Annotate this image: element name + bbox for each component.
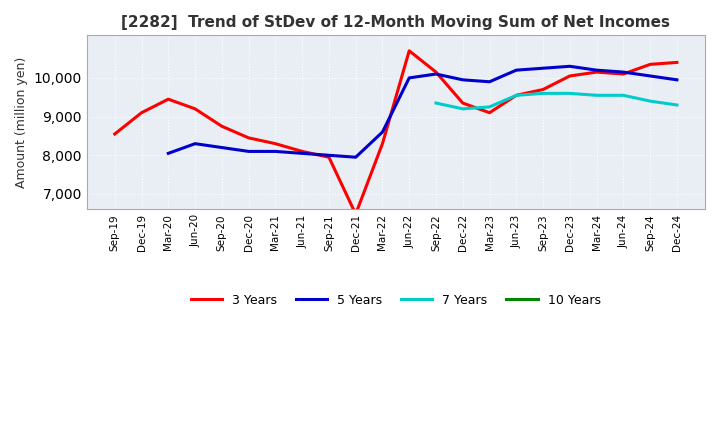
3 Years — [565, 73, 574, 79]
7 Years — [539, 91, 547, 96]
3 Years — [244, 135, 253, 140]
3 Years — [298, 149, 307, 154]
Line: 3 Years: 3 Years — [114, 51, 677, 214]
5 Years — [593, 67, 601, 73]
3 Years — [110, 132, 119, 137]
5 Years — [351, 154, 360, 160]
3 Years — [164, 96, 173, 102]
3 Years — [325, 154, 333, 160]
3 Years — [539, 87, 547, 92]
5 Years — [512, 67, 521, 73]
5 Years — [432, 71, 441, 77]
7 Years — [619, 93, 628, 98]
7 Years — [512, 93, 521, 98]
7 Years — [593, 93, 601, 98]
3 Years — [485, 110, 494, 115]
Y-axis label: Amount (million yen): Amount (million yen) — [15, 57, 28, 188]
Line: 7 Years: 7 Years — [436, 93, 677, 109]
Line: 5 Years: 5 Years — [168, 66, 677, 157]
5 Years — [646, 73, 654, 79]
Title: [2282]  Trend of StDev of 12-Month Moving Sum of Net Incomes: [2282] Trend of StDev of 12-Month Moving… — [122, 15, 670, 30]
5 Years — [459, 77, 467, 82]
3 Years — [593, 70, 601, 75]
3 Years — [191, 106, 199, 111]
3 Years — [351, 212, 360, 217]
5 Years — [164, 151, 173, 156]
5 Years — [619, 70, 628, 75]
5 Years — [191, 141, 199, 147]
7 Years — [646, 99, 654, 104]
5 Years — [217, 145, 226, 150]
Legend: 3 Years, 5 Years, 7 Years, 10 Years: 3 Years, 5 Years, 7 Years, 10 Years — [186, 289, 606, 312]
5 Years — [485, 79, 494, 84]
5 Years — [565, 64, 574, 69]
7 Years — [432, 100, 441, 106]
5 Years — [405, 75, 413, 81]
7 Years — [459, 106, 467, 111]
3 Years — [138, 110, 146, 115]
3 Years — [619, 71, 628, 77]
3 Years — [672, 60, 681, 65]
5 Years — [378, 129, 387, 135]
5 Years — [672, 77, 681, 82]
5 Years — [271, 149, 279, 154]
3 Years — [378, 141, 387, 147]
3 Years — [512, 93, 521, 98]
3 Years — [405, 48, 413, 53]
7 Years — [485, 104, 494, 110]
7 Years — [672, 103, 681, 108]
3 Years — [217, 124, 226, 129]
3 Years — [459, 100, 467, 106]
5 Years — [325, 153, 333, 158]
3 Years — [646, 62, 654, 67]
5 Years — [298, 151, 307, 156]
3 Years — [271, 141, 279, 147]
5 Years — [244, 149, 253, 154]
5 Years — [539, 66, 547, 71]
3 Years — [432, 70, 441, 75]
7 Years — [565, 91, 574, 96]
